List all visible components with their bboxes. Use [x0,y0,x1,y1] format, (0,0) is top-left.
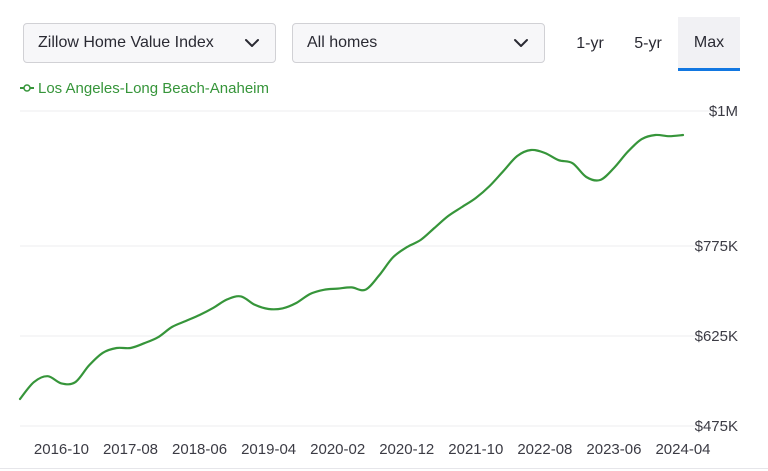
data-point[interactable] [58,380,64,386]
data-point[interactable] [459,204,465,210]
data-point[interactable] [169,324,175,330]
data-point[interactable] [238,293,244,299]
data-point[interactable] [556,157,562,163]
data-point[interactable] [376,272,382,278]
data-point[interactable] [666,133,672,139]
data-point[interactable] [197,312,203,318]
time-range-tabs: 1-yr 5-yr Max [562,17,740,71]
chevron-down-icon [514,39,528,47]
home-value-chart: $475K $625K $775K $1M 2016-10 2017-08 2018-06 2… [17,103,738,458]
legend-line-marker-icon [20,84,34,92]
x-tick-label: 2023-06 [586,441,641,458]
data-point[interactable] [390,254,396,260]
metric-select[interactable]: Zillow Home Value Index [23,23,276,63]
chart-legend: Los Angeles-Long Beach-Anaheim [20,79,269,97]
data-point[interactable] [597,177,603,183]
data-point[interactable] [473,195,479,201]
data-point[interactable] [293,300,299,306]
x-tick-label: 2021-10 [448,441,503,458]
data-point[interactable] [114,345,120,351]
y-tick-label: $775K [695,238,738,255]
home-type-select[interactable]: All homes [292,23,545,63]
data-point[interactable] [45,373,51,379]
data-point[interactable] [252,302,258,308]
legend-series-label: Los Angeles-Long Beach-Anaheim [38,79,269,97]
data-point[interactable] [210,305,216,311]
series-line-los-angeles[interactable] [18,133,685,401]
data-point[interactable] [17,396,23,402]
y-tick-label: $625K [695,328,738,345]
x-tick-label: 2020-02 [310,441,365,458]
bottom-divider [0,468,768,469]
data-point[interactable] [335,286,341,292]
data-point[interactable] [362,287,368,293]
data-point[interactable] [611,165,617,171]
data-point[interactable] [514,153,520,159]
data-point[interactable] [349,284,355,290]
data-point[interactable] [487,183,493,189]
data-point[interactable] [155,334,161,340]
data-point[interactable] [680,132,686,138]
metric-select-value: Zillow Home Value Index [38,34,214,51]
y-tick-label: $1M [709,103,738,120]
y-tick-label: $475K [695,418,738,435]
data-point[interactable] [31,379,37,385]
home-type-select-value: All homes [307,34,378,51]
x-tick-label: 2024-04 [655,441,710,458]
data-point[interactable] [652,132,658,138]
data-point[interactable] [86,362,92,368]
range-5yr-button[interactable]: 5-yr [634,35,662,52]
x-tick-label: 2019-04 [241,441,296,458]
data-point[interactable] [128,345,134,351]
range-1yr-button[interactable]: 1-yr [576,35,604,52]
data-point[interactable] [625,149,631,155]
data-point[interactable] [72,379,78,385]
data-point[interactable] [431,225,437,231]
x-tick-label: 2018-06 [172,441,227,458]
x-tick-label: 2017-08 [103,441,158,458]
data-point[interactable] [224,296,230,302]
x-tick-label: 2016-10 [34,441,89,458]
data-point[interactable] [528,147,534,153]
data-point[interactable] [279,305,285,311]
data-point[interactable] [141,340,147,346]
data-point[interactable] [639,136,645,142]
x-tick-label: 2020-12 [379,441,434,458]
chevron-down-icon [245,39,259,47]
data-point[interactable] [100,350,106,356]
data-point[interactable] [500,168,506,174]
data-point[interactable] [321,287,327,293]
data-point[interactable] [307,291,313,297]
data-point[interactable] [445,213,451,219]
data-point[interactable] [183,318,189,324]
data-point[interactable] [404,244,410,250]
range-max-button[interactable]: Max [678,17,740,71]
x-tick-label: 2022-08 [517,441,572,458]
data-point[interactable] [583,174,589,180]
data-point[interactable] [542,150,548,156]
chart-controls: Zillow Home Value Index All homes 1-yr 5… [0,0,768,72]
data-point[interactable] [418,237,424,243]
data-point[interactable] [266,306,272,312]
data-point[interactable] [570,160,576,166]
